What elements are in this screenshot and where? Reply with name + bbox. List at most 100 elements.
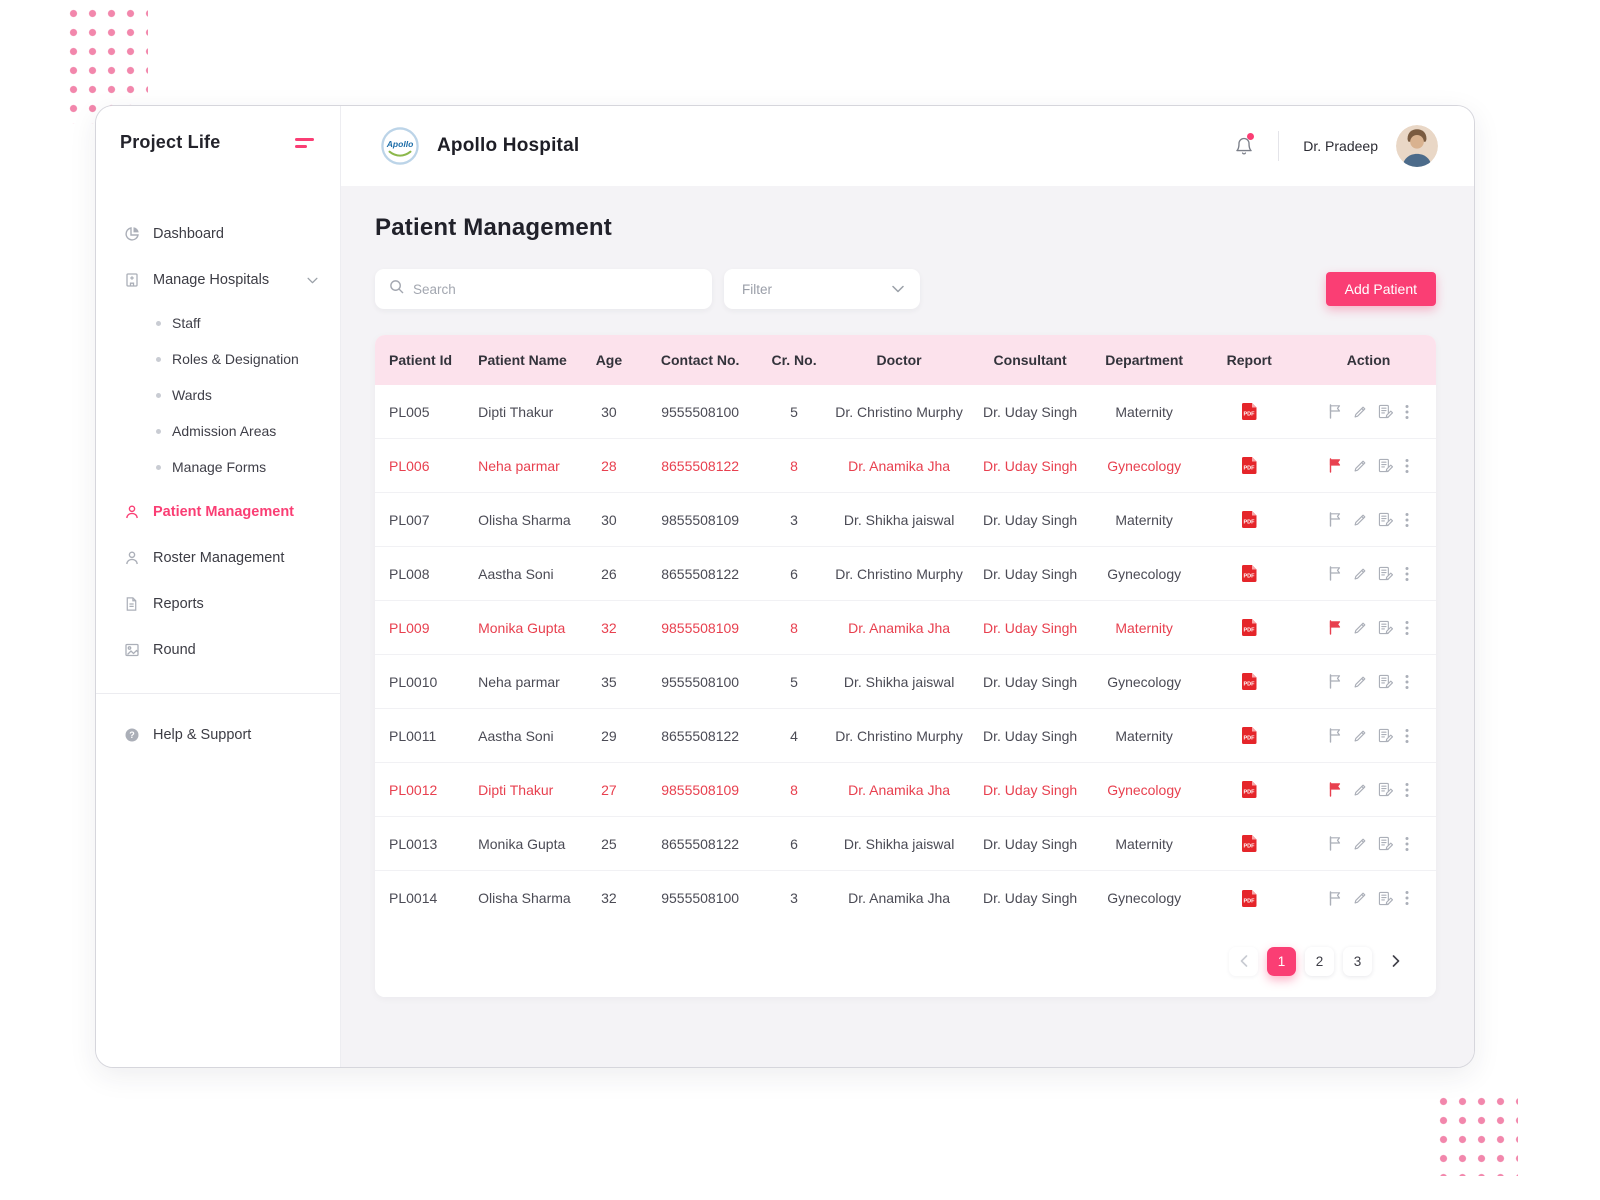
pdf-report-icon[interactable]: PDF <box>1241 672 1258 691</box>
cell-cr-no: 8 <box>790 619 798 636</box>
notes-icon[interactable] <box>1378 836 1394 851</box>
notes-icon[interactable] <box>1378 674 1394 689</box>
edit-icon[interactable] <box>1353 459 1367 473</box>
cell-patient-id: PL0013 <box>389 835 438 852</box>
cell-consultant: Dr. Uday Singh <box>983 511 1078 528</box>
pdf-report-icon[interactable]: PDF <box>1241 726 1258 745</box>
avatar[interactable] <box>1396 125 1438 167</box>
edit-icon[interactable] <box>1353 675 1367 689</box>
flag-icon[interactable] <box>1328 458 1342 473</box>
column-header-age: Age <box>595 352 623 368</box>
notes-icon[interactable] <box>1378 891 1394 906</box>
pdf-report-icon[interactable]: PDF <box>1241 510 1258 529</box>
pdf-report-icon[interactable]: PDF <box>1241 402 1258 421</box>
topbar: Apollo Apollo Hospital Dr. Pradeep <box>341 106 1474 186</box>
sidebar-nav: Dashboard Manage Hospitals Staff Ro <box>96 211 340 758</box>
edit-icon[interactable] <box>1353 891 1367 905</box>
notes-icon[interactable] <box>1378 728 1394 743</box>
kebab-menu-icon[interactable] <box>1405 728 1409 744</box>
notes-icon[interactable] <box>1378 512 1394 527</box>
sidebar-item-help-support[interactable]: ? Help & Support <box>96 712 340 758</box>
flag-icon[interactable] <box>1328 674 1342 689</box>
pdf-report-icon[interactable]: PDF <box>1241 564 1258 583</box>
flag-icon[interactable] <box>1328 782 1342 797</box>
flag-icon[interactable] <box>1328 404 1342 419</box>
table-row[interactable]: PL009 Monika Gupta 32 9855508109 8 Dr. A… <box>375 601 1436 655</box>
sidebar-subitem-roles-designation[interactable]: Roles & Designation <box>96 341 340 377</box>
notes-icon[interactable] <box>1378 782 1394 797</box>
prev-page-button[interactable] <box>1229 946 1258 976</box>
kebab-menu-icon[interactable] <box>1405 836 1409 852</box>
cell-patient-id: PL0012 <box>389 781 438 798</box>
page-button-3[interactable]: 3 <box>1343 946 1372 976</box>
kebab-menu-icon[interactable] <box>1405 782 1409 798</box>
cell-report: PDF <box>1197 726 1301 745</box>
notifications-bell-icon[interactable] <box>1234 133 1255 157</box>
sidebar-item-dashboard[interactable]: Dashboard <box>96 211 340 257</box>
kebab-menu-icon[interactable] <box>1405 620 1409 636</box>
kebab-menu-icon[interactable] <box>1405 890 1409 906</box>
table-row[interactable]: PL008 Aastha Soni 26 8655508122 6 Dr. Ch… <box>375 547 1436 601</box>
sidebar-item-roster-management[interactable]: Roster Management <box>96 535 340 581</box>
edit-icon[interactable] <box>1353 729 1367 743</box>
sidebar-subitem-manage-forms[interactable]: Manage Forms <box>96 449 340 485</box>
sidebar-subitem-admission-areas[interactable]: Admission Areas <box>96 413 340 449</box>
edit-icon[interactable] <box>1353 513 1367 527</box>
kebab-menu-icon[interactable] <box>1405 566 1409 582</box>
flag-icon[interactable] <box>1328 728 1342 743</box>
kebab-menu-icon[interactable] <box>1405 674 1409 690</box>
table-row[interactable]: PL007 Olisha Sharma 30 9855508109 3 Dr. … <box>375 493 1436 547</box>
filter-dropdown[interactable]: Filter <box>724 269 920 309</box>
menu-toggle-icon[interactable] <box>295 137 314 148</box>
notes-icon[interactable] <box>1378 620 1394 635</box>
svg-text:PDF: PDF <box>1243 412 1255 418</box>
user-name: Dr. Pradeep <box>1303 138 1378 154</box>
pdf-report-icon[interactable]: PDF <box>1241 834 1258 853</box>
edit-icon[interactable] <box>1353 837 1367 851</box>
cell-consultant: Dr. Uday Singh <box>983 781 1078 798</box>
decorative-dots-bottom-right <box>1434 1092 1518 1176</box>
flag-icon[interactable] <box>1328 512 1342 527</box>
pdf-report-icon[interactable]: PDF <box>1241 618 1258 637</box>
cell-cr-no: 4 <box>790 727 798 744</box>
table-row[interactable]: PL0013 Monika Gupta 25 8655508122 6 Dr. … <box>375 817 1436 871</box>
cell-department: Maternity <box>1115 727 1173 744</box>
round-icon <box>123 642 140 658</box>
flag-icon[interactable] <box>1328 566 1342 581</box>
pdf-report-icon[interactable]: PDF <box>1241 780 1258 799</box>
table-row[interactable]: PL0012 Dipti Thakur 27 9855508109 8 Dr. … <box>375 763 1436 817</box>
table-row[interactable]: PL0010 Neha parmar 35 9555508100 5 Dr. S… <box>375 655 1436 709</box>
sidebar-item-patient-management[interactable]: Patient Management <box>96 489 340 535</box>
pdf-report-icon[interactable]: PDF <box>1241 456 1258 475</box>
pdf-report-icon[interactable]: PDF <box>1241 889 1258 908</box>
next-page-button[interactable] <box>1381 947 1410 976</box>
add-patient-button[interactable]: Add Patient <box>1325 272 1436 306</box>
kebab-menu-icon[interactable] <box>1405 458 1409 474</box>
table-row[interactable]: PL006 Neha parmar 28 8655508122 8 Dr. An… <box>375 439 1436 493</box>
notes-icon[interactable] <box>1378 458 1394 473</box>
kebab-menu-icon[interactable] <box>1405 512 1409 528</box>
sidebar-item-manage-hospitals[interactable]: Manage Hospitals <box>96 257 340 303</box>
sidebar-item-reports[interactable]: Reports <box>96 581 340 627</box>
page-button-2[interactable]: 2 <box>1305 946 1334 976</box>
search-input[interactable] <box>413 281 698 297</box>
table-row[interactable]: PL005 Dipti Thakur 30 9555508100 5 Dr. C… <box>375 385 1436 439</box>
sidebar-subitem-wards[interactable]: Wards <box>96 377 340 413</box>
sidebar-subitem-staff[interactable]: Staff <box>96 305 340 341</box>
edit-icon[interactable] <box>1353 567 1367 581</box>
cell-consultant: Dr. Uday Singh <box>983 673 1078 690</box>
page-button-1[interactable]: 1 <box>1267 946 1296 976</box>
table-row[interactable]: PL0011 Aastha Soni 29 8655508122 4 Dr. C… <box>375 709 1436 763</box>
bullet-icon <box>156 320 161 326</box>
flag-icon[interactable] <box>1328 836 1342 851</box>
notes-icon[interactable] <box>1378 404 1394 419</box>
edit-icon[interactable] <box>1353 621 1367 635</box>
sidebar-item-round[interactable]: Round <box>96 627 340 673</box>
notes-icon[interactable] <box>1378 566 1394 581</box>
flag-icon[interactable] <box>1328 890 1342 906</box>
edit-icon[interactable] <box>1353 783 1367 797</box>
flag-icon[interactable] <box>1328 620 1342 635</box>
edit-icon[interactable] <box>1353 405 1367 419</box>
table-row[interactable]: PL0014 Olisha Sharma 32 9555508100 3 Dr.… <box>375 871 1436 925</box>
kebab-menu-icon[interactable] <box>1405 404 1409 420</box>
